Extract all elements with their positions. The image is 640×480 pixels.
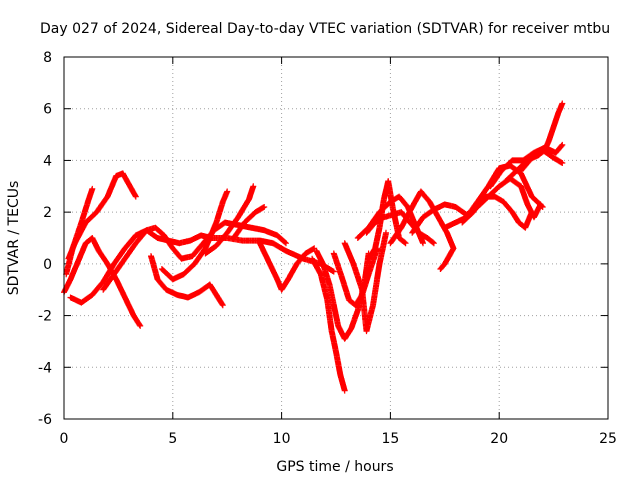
data-point-markers xyxy=(230,204,268,241)
track-7 xyxy=(158,188,231,283)
track-6 xyxy=(148,253,226,309)
y-tick-label: 2 xyxy=(43,205,52,221)
data-point-markers xyxy=(100,219,289,293)
data-point-markers xyxy=(158,188,231,283)
data-point-markers xyxy=(65,170,139,262)
chart-title: Day 027 of 2024, Sidereal Day-to-day VTE… xyxy=(40,21,610,37)
data-point-markers xyxy=(502,100,566,185)
track-18 xyxy=(387,188,457,272)
y-tick-label: 0 xyxy=(43,257,52,273)
data-point-markers xyxy=(309,255,348,394)
x-tick-label: 15 xyxy=(381,431,399,447)
track-8 xyxy=(202,183,257,257)
y-tick-label: 4 xyxy=(43,153,52,169)
track-9 xyxy=(230,204,268,241)
x-axis-label: GPS time / hours xyxy=(276,459,393,475)
data-point-markers xyxy=(518,147,566,174)
data-point-markers xyxy=(256,240,318,293)
track-5 xyxy=(100,219,289,293)
track-21 xyxy=(459,193,535,231)
y-tick-label: 6 xyxy=(43,102,52,118)
x-tick-label: 0 xyxy=(60,431,69,447)
track-23 xyxy=(502,100,566,185)
y-tick-label: -4 xyxy=(38,360,52,376)
track-3 xyxy=(65,170,139,262)
x-tick-label: 5 xyxy=(168,431,177,447)
x-tick-label: 20 xyxy=(490,431,508,447)
data-point-markers xyxy=(148,253,226,309)
track-14 xyxy=(341,229,389,335)
x-axis: 0 5 10 15 20 25 xyxy=(60,57,617,447)
y-tick-label: -2 xyxy=(38,309,52,325)
track-10 xyxy=(256,240,318,293)
track-11 xyxy=(309,255,348,394)
data-point-markers xyxy=(459,193,535,231)
y-axis: -6 -4 -2 0 2 4 6 8 xyxy=(38,50,608,428)
x-tick-label: 25 xyxy=(599,431,617,447)
x-tick-label: 10 xyxy=(273,431,291,447)
plot-area xyxy=(61,100,566,394)
y-tick-label: 8 xyxy=(43,50,52,66)
y-axis-label: SDTVAR / TECUs xyxy=(6,181,22,296)
data-point-markers xyxy=(387,188,457,272)
track-24 xyxy=(518,147,566,174)
data-point-markers xyxy=(341,229,389,335)
y-tick-label: -6 xyxy=(38,412,52,428)
series-sdtvar xyxy=(61,100,566,394)
data-point-markers xyxy=(202,183,257,257)
plot-frame xyxy=(63,56,609,420)
